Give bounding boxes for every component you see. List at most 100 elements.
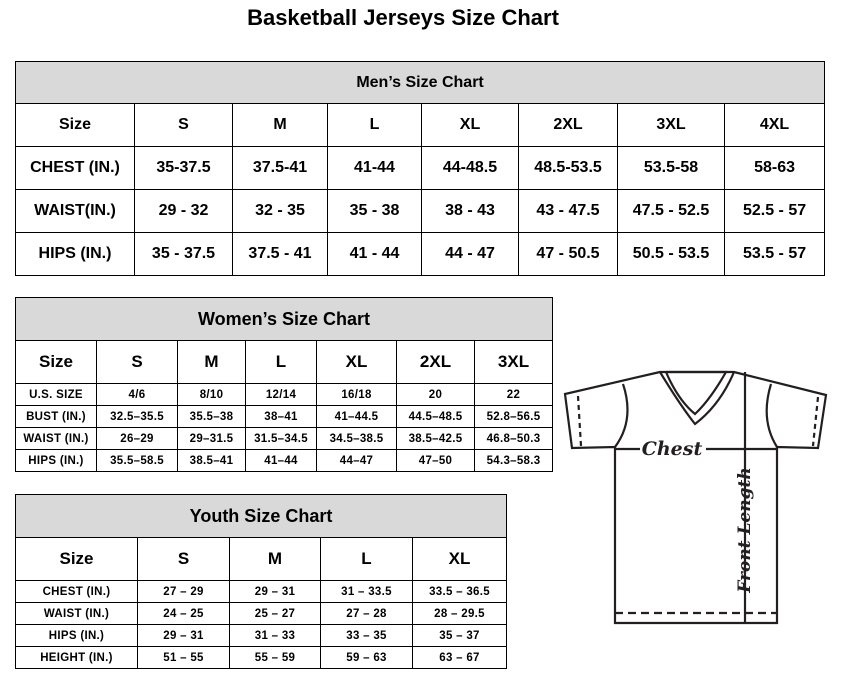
table-title: Men’s Size Chart	[14, 61, 826, 104]
jersey-diagram: Chest Front Length	[563, 370, 828, 625]
table-cell: 48.5-53.5	[518, 146, 618, 190]
row-label: HIPS (IN.)	[15, 624, 138, 647]
table-cell: 44-48.5	[421, 146, 519, 190]
table-cell: 41–44	[245, 449, 317, 472]
shirt-outline-icon	[563, 370, 828, 625]
table-cell: 51 – 55	[137, 646, 230, 669]
table-cell: 4/6	[96, 383, 178, 406]
womens-size-table: Women’s Size Chart Size S M L XL 2XL 3XL U.S. SI…	[14, 297, 554, 472]
table-cell: 55 – 59	[229, 646, 321, 669]
size-label: Size	[15, 340, 97, 384]
size-header-cell: M	[232, 103, 328, 147]
table-cell: 25 – 27	[229, 602, 321, 625]
table-row: HIPS (IN.) 29 – 31 31 – 33 33 – 35 35 – 37	[15, 624, 508, 647]
row-label: HEIGHT (IN.)	[15, 646, 138, 669]
table-cell: 35 - 37.5	[134, 232, 233, 276]
size-header-row: Size S M L XL 2XL 3XL 4XL	[15, 103, 826, 147]
table-cell: 33 – 35	[320, 624, 413, 647]
table-cell: 38–41	[245, 405, 317, 428]
size-header-cell: 2XL	[396, 340, 475, 384]
table-title: Youth Size Chart	[14, 494, 508, 538]
table-cell: 47.5 - 52.5	[617, 189, 725, 233]
table-row: CHEST (IN.) 35-37.5 37.5-41 41-44 44-48.5 48.…	[15, 146, 826, 190]
row-label: WAIST (IN.)	[15, 602, 138, 625]
size-header-cell: XL	[421, 103, 519, 147]
size-header-cell: L	[327, 103, 422, 147]
size-label: Size	[15, 103, 135, 147]
table-row: U.S. SIZE 4/6 8/10 12/14 16/18 20 22	[15, 383, 554, 406]
table-cell: 35 - 38	[327, 189, 422, 233]
size-header-cell: 3XL	[473, 340, 554, 384]
table-cell: 31 – 33.5	[320, 580, 413, 603]
table-row: WAIST(IN.) 29 - 32 32 - 35 35 - 38 38 - 43 43…	[15, 189, 826, 233]
size-header-cell: L	[320, 537, 413, 581]
table-title: Women’s Size Chart	[14, 297, 554, 341]
table-cell: 43 - 47.5	[518, 189, 618, 233]
row-label: HIPS (IN.)	[15, 449, 97, 472]
title-row: Women’s Size Chart	[14, 297, 554, 341]
size-header-cell: M	[177, 340, 246, 384]
size-header-cell: XL	[411, 537, 508, 581]
size-header-cell: XL	[316, 340, 397, 384]
table-cell: 35-37.5	[134, 146, 233, 190]
table-row: HIPS (IN.) 35.5–58.5 38.5–41 41–44 44–47 47–5…	[15, 449, 554, 472]
table-cell: 63 – 67	[411, 646, 508, 669]
table-cell: 52.8–56.5	[473, 405, 554, 428]
table-cell: 29–31.5	[177, 427, 246, 450]
table-cell: 37.5 - 41	[232, 232, 328, 276]
table-cell: 24 – 25	[137, 602, 230, 625]
table-cell: 54.3–58.3	[473, 449, 554, 472]
size-header-cell: M	[229, 537, 321, 581]
row-label: U.S. SIZE	[15, 383, 97, 406]
table-cell: 34.5–38.5	[316, 427, 397, 450]
page-title: Basketball Jerseys Size Chart	[247, 5, 559, 30]
table-cell: 58-63	[723, 146, 826, 190]
table-cell: 59 – 63	[320, 646, 413, 669]
table-cell: 38.5–41	[177, 449, 246, 472]
table-cell: 22	[473, 383, 554, 406]
row-label: BUST (IN.)	[15, 405, 97, 428]
table-row: WAIST (IN.) 26–29 29–31.5 31.5–34.5 34.5–38.…	[15, 427, 554, 450]
row-label: WAIST (IN.)	[15, 427, 97, 450]
size-header-cell: L	[245, 340, 317, 384]
size-header-row: Size S M L XL	[15, 537, 508, 581]
table-cell: 12/14	[245, 383, 317, 406]
size-header-row: Size S M L XL 2XL 3XL	[15, 340, 554, 384]
table-cell: 37.5-41	[232, 146, 328, 190]
table-cell: 28 – 29.5	[411, 602, 508, 625]
table-cell: 35 – 37	[411, 624, 508, 647]
table-cell: 44–47	[316, 449, 397, 472]
table-cell: 47–50	[396, 449, 475, 472]
table-cell: 32 - 35	[232, 189, 328, 233]
table-cell: 33.5 – 36.5	[411, 580, 508, 603]
table-cell: 27 – 28	[320, 602, 413, 625]
table-cell: 31 – 33	[229, 624, 321, 647]
table-cell: 41-44	[327, 146, 422, 190]
table-cell: 29 – 31	[137, 624, 230, 647]
table-cell: 29 – 31	[229, 580, 321, 603]
table-cell: 35.5–38	[177, 405, 246, 428]
size-header-cell: 2XL	[518, 103, 618, 147]
table-cell: 35.5–58.5	[96, 449, 178, 472]
table-cell: 41 - 44	[327, 232, 422, 276]
table-cell: 27 – 29	[137, 580, 230, 603]
chest-label: Chest	[642, 438, 703, 460]
table-cell: 47 - 50.5	[518, 232, 618, 276]
table-cell: 20	[396, 383, 475, 406]
table-cell: 29 - 32	[134, 189, 233, 233]
table-cell: 44 - 47	[421, 232, 519, 276]
table-row: HEIGHT (IN.) 51 – 55 55 – 59 59 – 63 63 – 67	[15, 646, 508, 669]
row-label: CHEST (IN.)	[15, 580, 138, 603]
table-cell: 50.5 - 53.5	[617, 232, 725, 276]
table-cell: 52.5 - 57	[723, 189, 826, 233]
size-header-cell: S	[137, 537, 230, 581]
size-header-cell: S	[96, 340, 178, 384]
title-row: Men’s Size Chart	[14, 61, 826, 104]
table-cell: 38 - 43	[421, 189, 519, 233]
table-cell: 26–29	[96, 427, 178, 450]
size-header-cell: 3XL	[617, 103, 725, 147]
table-cell: 38.5–42.5	[396, 427, 475, 450]
table-cell: 46.8–50.3	[473, 427, 554, 450]
title-row: Youth Size Chart	[14, 494, 508, 538]
size-label: Size	[15, 537, 138, 581]
